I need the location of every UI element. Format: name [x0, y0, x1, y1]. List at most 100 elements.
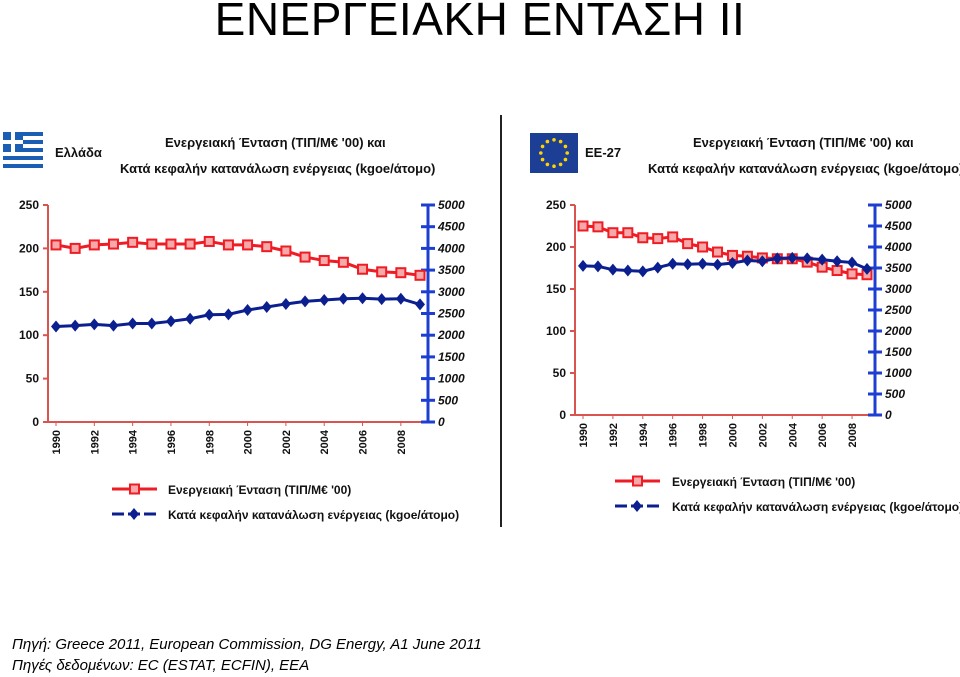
data-point-per-capita-consumption: [862, 262, 872, 275]
chart-title-line-2: Κατά κεφαλήν κατανάλωση ενέργειας (kgoe/…: [120, 161, 435, 176]
data-point-per-capita-consumption: [357, 292, 368, 305]
y-tick-right-label: 2000: [884, 324, 912, 338]
data-point-per-capita-consumption: [757, 255, 768, 268]
y-tick-left-label: 0: [559, 408, 566, 422]
data-point-per-capita-consumption: [242, 304, 253, 317]
data-point-energy-intensity: [831, 265, 843, 277]
y-tick-right-label: 4000: [884, 240, 912, 254]
data-point-energy-intensity: [299, 251, 311, 263]
x-tick-label: 1990: [51, 430, 63, 454]
x-tick-label: 2006: [817, 423, 829, 447]
x-tick-label: 2006: [358, 430, 370, 454]
data-point-per-capita-consumption: [165, 315, 176, 328]
legend-label: Ενεργειακή Ένταση (ΤΙΠ/Μ€ '00): [672, 475, 855, 489]
data-point-per-capita-consumption: [652, 261, 663, 274]
data-point-energy-intensity: [592, 221, 604, 233]
legend-label: Κατά κεφαλήν κατανάλωση ενέργειας (kgoe/…: [672, 500, 960, 514]
data-point-energy-intensity: [414, 269, 426, 281]
y-tick-right-label: 2000: [437, 328, 465, 342]
y-tick-left-label: 200: [19, 241, 39, 255]
data-point-energy-intensity: [107, 238, 119, 250]
legend-label: Κατά κεφαλήν κατανάλωση ενέργειας (kgoe/…: [168, 508, 459, 522]
x-tick-label: 1996: [166, 430, 178, 454]
y-tick-left-label: 50: [26, 372, 40, 386]
data-point-energy-intensity: [846, 268, 858, 280]
y-tick-left-label: 100: [546, 324, 566, 338]
y-tick-right-label: 4500: [437, 220, 465, 234]
data-point-energy-intensity: [712, 246, 724, 258]
x-tick-label: 2008: [847, 423, 859, 447]
y-tick-left-label: 0: [32, 415, 39, 429]
data-point-energy-intensity: [203, 235, 215, 247]
source-note: Πηγή: Greece 2011, European Commission, …: [12, 636, 482, 653]
y-tick-left-label: 50: [553, 366, 567, 380]
data-point-per-capita-consumption: [637, 265, 648, 278]
x-tick-label: 1992: [608, 423, 620, 447]
data-point-energy-intensity: [280, 245, 292, 257]
y-tick-right-label: 3000: [438, 285, 465, 299]
data-point-per-capita-consumption: [847, 256, 858, 269]
legend-marker-per-capita-consumption: [129, 508, 139, 520]
x-tick-label: 1998: [204, 430, 216, 454]
chart-title-line-1: Ενεργειακή Ένταση (ΤΙΠ/Μ€ '00) και: [693, 135, 914, 150]
data-point-per-capita-consumption: [802, 252, 813, 265]
data-point-per-capita-consumption: [70, 319, 81, 332]
y-tick-right-label: 0: [885, 408, 892, 422]
chart-title-line-2: Κατά κεφαλήν κατανάλωση ενέργειας (kgoe/…: [648, 161, 960, 176]
x-tick-label: 1996: [668, 423, 680, 447]
data-point-per-capita-consumption: [697, 257, 708, 270]
data-point-per-capita-consumption: [204, 308, 215, 321]
data-point-energy-intensity: [652, 233, 664, 245]
x-tick-label: 1994: [638, 422, 650, 447]
greece-flag-icon: [3, 132, 43, 168]
data-point-per-capita-consumption: [415, 298, 425, 311]
data-point-energy-intensity: [637, 232, 649, 244]
x-tick-label: 2008: [396, 430, 408, 454]
data-point-per-capita-consumption: [712, 258, 723, 271]
data-point-energy-intensity: [261, 241, 273, 253]
y-tick-left-label: 150: [546, 282, 566, 296]
data-point-per-capita-consumption: [578, 259, 588, 272]
data-point-energy-intensity: [697, 241, 709, 253]
y-tick-left-label: 200: [546, 240, 566, 254]
data-point-per-capita-consumption: [682, 258, 693, 271]
y-tick-left-label: 250: [19, 198, 39, 212]
data-point-per-capita-consumption: [395, 292, 406, 305]
data-point-energy-intensity: [69, 242, 81, 254]
y-tick-right-label: 1000: [885, 366, 912, 380]
data-point-per-capita-consumption: [319, 294, 330, 307]
data-point-per-capita-consumption: [772, 252, 783, 265]
y-tick-right-label: 4500: [884, 219, 912, 233]
y-tick-right-label: 1500: [438, 350, 465, 364]
data-point-per-capita-consumption: [667, 257, 678, 270]
data-point-per-capita-consumption: [185, 312, 196, 325]
y-tick-right-label: 1500: [885, 345, 912, 359]
data-point-per-capita-consumption: [280, 297, 291, 310]
x-tick-label: 1994: [128, 429, 140, 454]
data-point-per-capita-consumption: [146, 317, 157, 330]
data-point-energy-intensity: [577, 220, 589, 232]
data-point-per-capita-consumption: [832, 255, 843, 268]
data-point-energy-intensity: [165, 238, 177, 250]
data-point-energy-intensity: [184, 238, 196, 250]
data-point-energy-intensity: [127, 236, 139, 248]
y-tick-right-label: 3500: [885, 261, 912, 275]
data-point-energy-intensity: [376, 266, 388, 278]
data-point-energy-intensity: [50, 239, 62, 251]
data-point-per-capita-consumption: [817, 253, 828, 266]
data-point-energy-intensity: [88, 239, 100, 251]
x-tick-label: 2002: [281, 430, 293, 454]
data-point-energy-intensity: [146, 238, 158, 250]
data-point-per-capita-consumption: [376, 293, 387, 306]
data-point-per-capita-consumption: [607, 263, 618, 276]
data-point-energy-intensity: [337, 256, 349, 268]
data-point-per-capita-consumption: [51, 320, 61, 333]
data-point-energy-intensity: [395, 267, 407, 279]
y-tick-right-label: 4000: [437, 241, 465, 255]
region-label: Ελλάδα: [55, 145, 102, 160]
x-tick-label: 2000: [243, 430, 255, 454]
data-point-energy-intensity: [667, 231, 679, 243]
chart-greece: Ελλάδα Ενεργειακή Ένταση (ΤΙΠ/Μ€ '00) και…: [3, 132, 465, 522]
legend-marker-energy-intensity: [129, 483, 140, 495]
eu-flag-icon: [530, 133, 578, 173]
